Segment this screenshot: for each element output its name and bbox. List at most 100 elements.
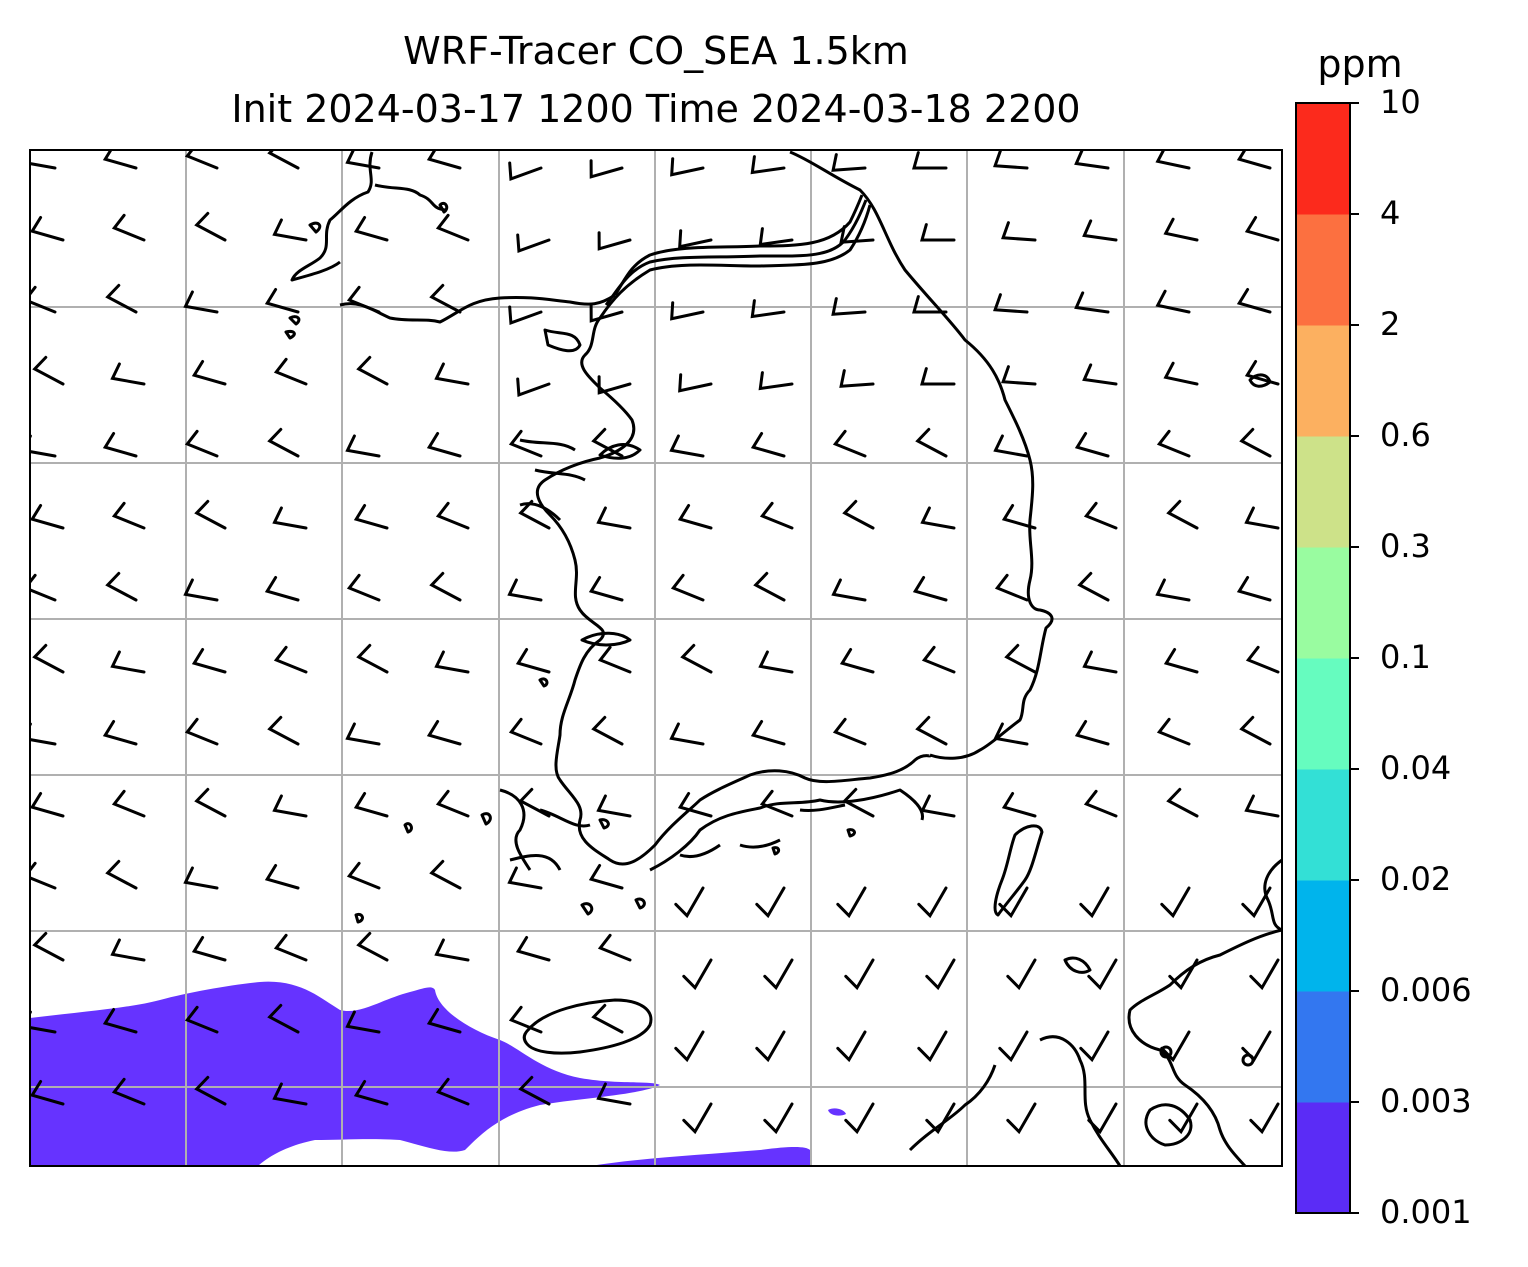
wind-barb	[831, 153, 867, 172]
wind-barbs	[30, 150, 1280, 1135]
wind-barb	[993, 293, 1029, 314]
wind-barb	[30, 285, 57, 314]
colorbar-segment	[1296, 991, 1350, 1103]
wind-barb	[1166, 787, 1199, 818]
wind-barb	[102, 150, 138, 170]
colorbar-segment	[1296, 769, 1350, 881]
wind-barb	[670, 157, 705, 177]
wind-barb	[994, 573, 1029, 602]
wind-barb	[589, 159, 624, 179]
wind-barb	[30, 861, 57, 890]
wind-barb	[267, 715, 300, 746]
wind-barb	[1163, 361, 1199, 386]
wind-barb	[184, 1005, 219, 1034]
wind-barb	[1155, 578, 1191, 602]
wind-barb	[518, 499, 551, 530]
wind-barb	[832, 717, 867, 746]
wind-barb	[674, 1030, 705, 1063]
wind-barb	[111, 1077, 146, 1106]
wind-barb	[264, 576, 300, 602]
colorbar-segment	[1296, 436, 1350, 548]
wind-barb	[839, 369, 875, 388]
wind-barb	[191, 360, 227, 386]
wind-barb	[429, 571, 462, 602]
wind-barb	[30, 504, 65, 530]
wind-barb	[670, 573, 705, 602]
wind-barb	[1155, 150, 1191, 170]
wind-barb	[1236, 150, 1272, 170]
wind-barb	[184, 429, 219, 458]
wind-barb	[1244, 360, 1280, 386]
wind-barb	[264, 288, 300, 314]
wind-barb	[755, 886, 786, 919]
wind-barb	[102, 432, 138, 458]
wind-barb	[105, 283, 138, 314]
wind-barb	[102, 720, 138, 746]
wind-barb	[750, 720, 786, 746]
wind-barb	[32, 931, 65, 962]
wind-barb	[426, 1008, 462, 1034]
wind-barb	[345, 434, 381, 458]
wind-barb	[183, 578, 219, 602]
wind-barb	[750, 299, 786, 319]
colorbar-tick-label: 4	[1380, 194, 1401, 232]
wind-barb	[1001, 792, 1037, 818]
wind-barb	[1074, 720, 1110, 746]
wind-barb	[1077, 571, 1110, 602]
wind-barb	[750, 432, 786, 458]
wind-barb	[272, 794, 308, 818]
wind-barb	[1249, 958, 1280, 991]
wind-barb	[925, 958, 956, 991]
wind-barb	[1239, 427, 1272, 458]
wind-barb	[1074, 150, 1110, 170]
wind-barb	[273, 357, 308, 386]
wind-barb	[915, 427, 948, 458]
wind-barb	[844, 958, 875, 991]
wind-barb	[758, 650, 794, 674]
wind-barb	[353, 504, 389, 530]
wind-barb	[1160, 1030, 1191, 1063]
colorbar-segment	[1296, 658, 1350, 770]
wind-barb	[1160, 886, 1191, 919]
wind-barb	[993, 434, 1029, 458]
wind-barb	[346, 861, 381, 890]
wind-barb	[345, 722, 381, 746]
wind-barb	[588, 864, 624, 890]
wind-barb	[839, 225, 875, 244]
wind-barb	[435, 789, 470, 818]
colorbar-tick-label: 0.04	[1380, 749, 1452, 787]
wind-barb	[30, 434, 57, 458]
wind-barb	[915, 715, 948, 746]
wind-barb	[596, 506, 632, 530]
wind-barb	[191, 648, 227, 674]
wind-barb	[1156, 717, 1191, 746]
wind-barb	[1083, 789, 1118, 818]
wind-barb	[353, 216, 389, 242]
wind-barb	[184, 150, 219, 170]
wind-barb	[434, 362, 470, 386]
wind-barb	[30, 722, 57, 746]
wind-barb	[30, 573, 57, 602]
wind-barb	[1244, 506, 1280, 530]
wind-barb	[758, 371, 794, 391]
wind-barb	[920, 367, 956, 386]
colorbar-unit: ppm	[1317, 42, 1403, 86]
colorbar-tick-label: 0.003	[1380, 1082, 1472, 1120]
wind-barb	[669, 722, 705, 746]
wind-barb	[1006, 958, 1037, 991]
wind-barb	[759, 789, 794, 818]
wind-barb	[345, 150, 381, 170]
wind-barb	[844, 1102, 875, 1135]
wind-barb	[920, 506, 956, 530]
wind-barb	[1163, 648, 1199, 674]
wind-barb	[111, 789, 146, 818]
wind-barb	[30, 1010, 57, 1034]
wind-barb	[842, 787, 875, 818]
wind-barb	[1083, 501, 1118, 530]
colorbar-tick-label: 2	[1380, 305, 1401, 343]
wind-barb	[353, 792, 389, 818]
colorbar-segment	[1296, 103, 1350, 215]
wind-barb	[426, 720, 462, 746]
wind-barb	[836, 1030, 867, 1063]
wind-barb	[912, 151, 948, 170]
